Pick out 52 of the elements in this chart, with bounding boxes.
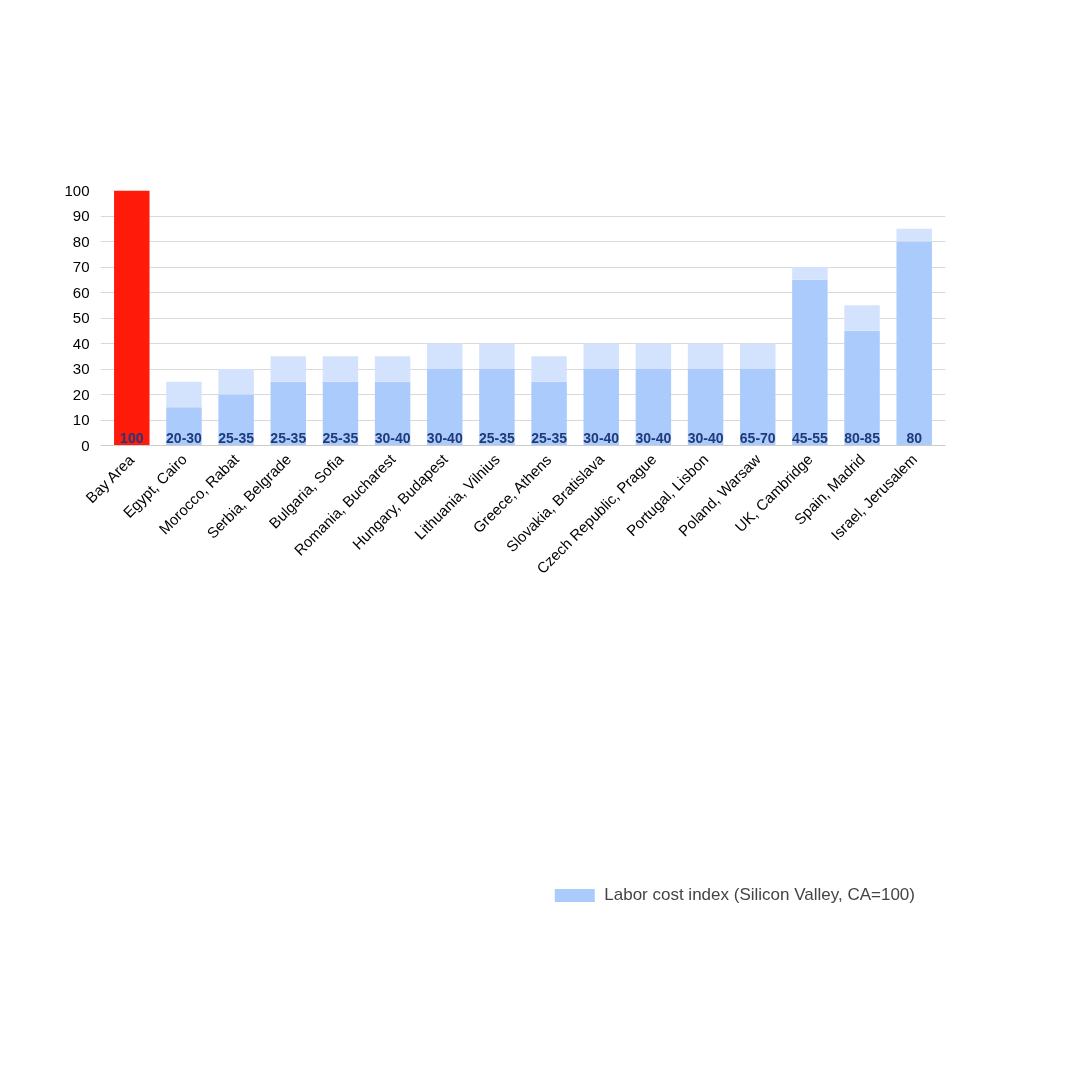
bar <box>166 381 202 408</box>
bar <box>739 343 776 369</box>
data-label: 30-40 <box>583 429 620 446</box>
data-label: 20-30 <box>166 429 203 446</box>
data-label: 25-35 <box>322 429 359 446</box>
bar <box>427 369 463 446</box>
y-tick-label: 50 <box>72 309 90 326</box>
data-label: 80-85 <box>844 429 881 446</box>
bar <box>270 356 307 382</box>
data-label: 30-40 <box>635 429 672 446</box>
y-tick-label: 80 <box>72 232 90 250</box>
data-label: 65-70 <box>739 429 776 446</box>
y-tick-label: 10 <box>72 411 90 428</box>
y-tick-label: 0 <box>81 436 90 454</box>
data-label: 100 <box>120 429 144 446</box>
bar <box>322 356 359 382</box>
bar <box>374 356 411 382</box>
data-label: 30-40 <box>374 429 411 446</box>
bar <box>687 343 724 369</box>
bar <box>218 369 254 395</box>
y-tick-label: 40 <box>72 334 90 352</box>
bar <box>844 330 880 446</box>
data-label: 25-35 <box>218 429 255 446</box>
bar <box>896 241 932 446</box>
bar <box>583 343 619 369</box>
data-label: 30-40 <box>687 429 724 446</box>
bar <box>114 190 150 446</box>
bar <box>896 228 932 242</box>
y-tick-label: 20 <box>72 385 90 403</box>
data-label: 25-35 <box>531 429 568 446</box>
data-label: 25-35 <box>479 429 516 446</box>
data-label: 30-40 <box>426 429 463 446</box>
bar <box>531 356 567 382</box>
bar <box>479 343 515 369</box>
data-label: 45-55 <box>791 429 828 446</box>
data-label: 80 <box>906 429 923 446</box>
bar <box>844 305 880 331</box>
y-tick-label: 70 <box>72 258 90 275</box>
bar <box>792 267 828 280</box>
data-label: 25-35 <box>270 429 307 446</box>
bar <box>739 369 776 446</box>
bar <box>427 343 463 369</box>
y-tick-label: 100 <box>64 181 90 199</box>
bar <box>635 343 672 369</box>
bar <box>531 381 567 446</box>
y-tick-label: 30 <box>72 360 90 377</box>
bar <box>583 369 619 446</box>
bar <box>479 369 515 446</box>
y-tick-label: 60 <box>72 283 90 301</box>
y-tick-label: 90 <box>72 207 90 224</box>
legend-label: Labor cost index (Silicon Valley, CA=100) <box>604 885 915 905</box>
bar <box>792 279 828 446</box>
